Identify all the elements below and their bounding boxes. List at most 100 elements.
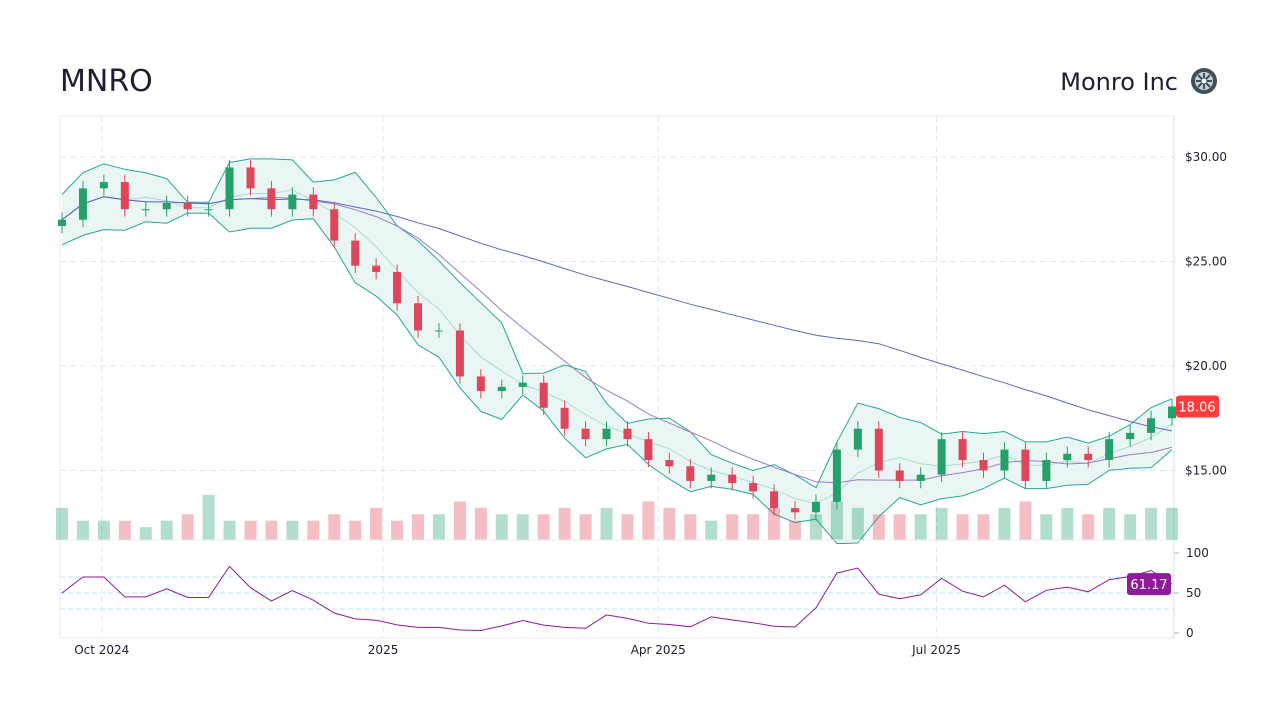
volume-bar xyxy=(453,501,466,540)
price-tick-label: $25.00 xyxy=(1185,255,1227,269)
candle-body xyxy=(916,474,925,481)
rsi-line xyxy=(61,565,1173,632)
volume-bar xyxy=(412,514,425,540)
volume-bar xyxy=(705,520,718,540)
candle-body xyxy=(853,428,862,450)
volume-bar xyxy=(579,514,592,540)
rsi-value-label: 61.17 xyxy=(1130,578,1167,593)
volume-bar xyxy=(600,507,613,540)
rsi-tick-label: 0 xyxy=(1186,626,1194,640)
volume-bar xyxy=(956,514,969,540)
candle-body xyxy=(728,474,737,484)
volume-bar xyxy=(684,514,697,540)
volume-bar xyxy=(118,520,131,540)
volume-bar xyxy=(1124,514,1137,540)
candle-body xyxy=(937,439,946,475)
candle-body xyxy=(1105,439,1114,461)
candle-body xyxy=(1063,453,1072,461)
candle-body xyxy=(560,407,569,429)
last-price-badge xyxy=(1176,395,1219,418)
candle-body xyxy=(141,209,150,211)
candle-body xyxy=(330,209,339,241)
tire-wheel-icon xyxy=(1191,68,1217,94)
volume-bar xyxy=(851,507,864,540)
volume-bar xyxy=(998,507,1011,540)
volume-bar xyxy=(726,514,739,540)
volume-bar xyxy=(893,514,906,540)
candle-body xyxy=(162,202,171,210)
candle-body xyxy=(309,194,318,210)
volume-bar xyxy=(747,514,760,540)
volume-bar xyxy=(1103,507,1116,540)
candle-body xyxy=(393,271,402,304)
candle-body xyxy=(539,382,548,408)
rsi-tick-label: 50 xyxy=(1186,586,1201,600)
candle-body xyxy=(832,449,841,502)
volume-bar xyxy=(328,514,341,540)
volume-bar xyxy=(139,527,152,540)
volume-bar xyxy=(1019,501,1032,540)
ticker-title: MNRO xyxy=(60,64,153,99)
candle-body xyxy=(58,219,66,226)
candle-body xyxy=(581,428,590,440)
candle-body xyxy=(267,188,276,210)
volume-bar xyxy=(977,514,990,540)
x-tick-label: Apr 2025 xyxy=(631,643,686,657)
volume-bar xyxy=(1082,514,1095,540)
candle-body xyxy=(351,240,360,266)
candle-body xyxy=(372,265,381,272)
volume-bar xyxy=(830,501,843,540)
x-tick-label: Oct 2024 xyxy=(74,643,129,657)
volume-bar xyxy=(370,507,383,540)
candle-body xyxy=(1126,432,1135,440)
candle-body xyxy=(288,194,297,210)
volume-bar xyxy=(160,520,173,540)
rsi-value-badge xyxy=(1127,573,1171,596)
volume-bar xyxy=(914,514,927,540)
volume-bar xyxy=(474,507,487,540)
volume-bar xyxy=(768,507,781,540)
volume-bar xyxy=(181,514,194,540)
candle-body xyxy=(665,460,674,467)
company-name: Monro Inc xyxy=(1060,68,1178,96)
rsi-tick-label: 100 xyxy=(1186,546,1209,560)
candle-body xyxy=(811,501,820,513)
candle-body xyxy=(78,188,87,220)
candle-body xyxy=(99,182,108,189)
volume-bar xyxy=(558,507,571,540)
candle-body xyxy=(414,303,423,331)
volume-bar xyxy=(621,514,634,540)
candle-body xyxy=(246,167,255,189)
volume-bar xyxy=(537,514,550,540)
volume-bar xyxy=(391,520,404,540)
candle-body xyxy=(1147,418,1156,433)
candle-body xyxy=(895,470,904,481)
candle-body xyxy=(476,376,485,392)
candle-body xyxy=(791,508,800,513)
candle-body xyxy=(623,428,632,440)
candle-body xyxy=(1168,406,1176,419)
candle-body xyxy=(707,474,716,481)
x-tick-label: Jul 2025 xyxy=(911,643,961,657)
candle-body xyxy=(749,483,758,492)
volume-bar xyxy=(935,507,948,540)
volume-bar xyxy=(97,520,110,540)
candle-body xyxy=(1042,460,1051,481)
candle-body xyxy=(225,167,234,210)
volume-bar xyxy=(809,514,822,540)
volume-bar xyxy=(286,520,299,540)
volume-bar xyxy=(663,507,676,540)
bollinger-fill xyxy=(62,158,1172,544)
candle-body xyxy=(979,460,988,471)
bollinger-upper xyxy=(61,158,1173,489)
candle-body xyxy=(958,439,967,461)
volume-bar xyxy=(642,501,655,540)
candle-body xyxy=(1021,449,1030,481)
volume-bar xyxy=(432,514,445,540)
volume-bar xyxy=(244,520,257,540)
volume-bar xyxy=(1145,507,1158,540)
sma-slow-line xyxy=(61,196,1173,432)
volume-bar xyxy=(495,514,508,540)
bollinger-lower xyxy=(61,212,1173,545)
